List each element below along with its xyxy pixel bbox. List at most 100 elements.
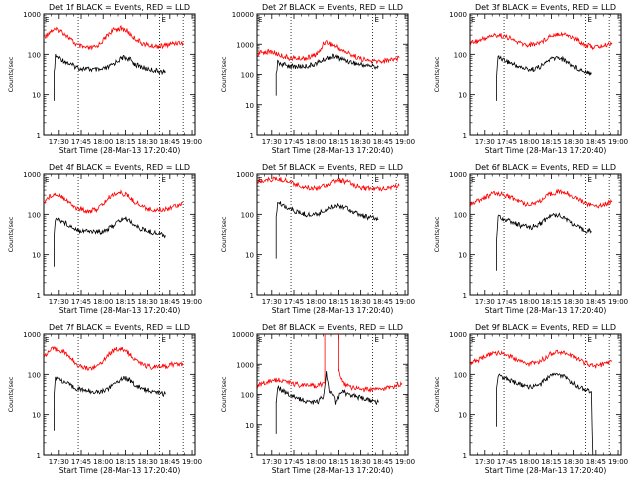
- y-tick-label: 1000: [449, 11, 467, 19]
- x-tick-label: 18:00: [93, 138, 113, 146]
- x-tick-label: 18:15: [328, 298, 348, 306]
- x-tick-label: 18:15: [328, 458, 348, 466]
- y-tick-label: 1000: [23, 331, 41, 339]
- y-tick-label: 10: [458, 412, 467, 420]
- y-tick-label: 1: [250, 292, 254, 300]
- chart-panel-det3f: Det 3f BLACK = Events, RED = LLD Counts/s…: [433, 3, 628, 155]
- x-tick-label: 17:30: [49, 458, 69, 466]
- panel-title: Det 9f BLACK = Events, RED = LLD: [475, 323, 616, 332]
- y-tick-label: 100: [28, 51, 41, 59]
- x-tick-label: 17:45: [71, 138, 91, 146]
- gap-label: E: [587, 176, 591, 184]
- x-tick-label: 19:00: [395, 458, 415, 466]
- y-tick-label: 100: [241, 392, 254, 400]
- x-axis-label: Start Time (28-Mar-13 17:20:40): [272, 466, 394, 475]
- gap-label: E: [471, 176, 475, 184]
- series-line-red-lld: [470, 188, 613, 209]
- series-line-red-lld: [44, 345, 184, 371]
- y-tick-label: 100: [241, 211, 254, 219]
- x-tick-label: 18:00: [519, 458, 539, 466]
- x-tick-label: 19:00: [608, 138, 628, 146]
- y-tick-label: 1: [250, 452, 254, 460]
- y-axis-label: Counts/sec: [220, 376, 228, 412]
- plot-frame: [469, 173, 622, 296]
- x-axis-label: Start Time (28-Mar-13 17:20:40): [59, 146, 181, 155]
- series-line-black-events: [496, 212, 592, 271]
- x-tick-label: 17:45: [497, 458, 517, 466]
- series-line-black-events: [54, 53, 166, 101]
- y-tick-label: 1: [463, 132, 467, 140]
- series-line-black-events: [496, 55, 592, 101]
- y-axis-label: Counts/sec: [7, 56, 15, 92]
- gap-label: E: [258, 336, 262, 344]
- y-tick-label: 1000: [236, 171, 254, 179]
- series-line-red-lld: [470, 349, 613, 369]
- plot-frame: [469, 333, 622, 456]
- x-tick-label: 17:30: [262, 298, 282, 306]
- y-tick-label: 10: [32, 92, 41, 100]
- gap-label: E: [374, 176, 378, 184]
- x-tick-label: 19:00: [395, 138, 415, 146]
- x-tick-label: 18:45: [160, 138, 180, 146]
- x-tick-label: 18:00: [519, 138, 539, 146]
- panel-title: Det 4f BLACK = Events, RED = LLD: [49, 163, 190, 172]
- x-tick-label: 18:45: [373, 458, 393, 466]
- chart-panel-det7f: Det 7f BLACK = Events, RED = LLD Counts/s…: [7, 323, 202, 475]
- x-tick-label: 19:00: [182, 458, 202, 466]
- y-tick-label: 100: [454, 211, 467, 219]
- panel-title: Det 1f BLACK = Events, RED = LLD: [49, 3, 190, 12]
- x-axis-label: Start Time (28-Mar-13 17:20:40): [59, 306, 181, 315]
- x-tick-label: 19:00: [608, 298, 628, 306]
- chart-panel-det1f: Det 1f BLACK = Events, RED = LLD Counts/s…: [7, 3, 202, 155]
- y-tick-label: 10: [458, 92, 467, 100]
- chart-panel-det4f: Det 4f BLACK = Events, RED = LLD Counts/s…: [7, 163, 202, 315]
- gap-label: E: [161, 336, 165, 344]
- y-axis-label: Counts/sec: [7, 376, 15, 412]
- x-tick-label: 17:45: [284, 138, 304, 146]
- panel-title: Det 2f BLACK = Events, RED = LLD: [262, 3, 403, 12]
- y-tick-label: 10: [32, 412, 41, 420]
- y-tick-label: 1000: [449, 171, 467, 179]
- x-tick-label: 19:00: [182, 138, 202, 146]
- y-tick-label: 1: [37, 132, 41, 140]
- x-axis-label: Start Time (28-Mar-13 17:20:40): [59, 466, 181, 475]
- y-tick-label: 100: [454, 51, 467, 59]
- gap-label: E: [161, 176, 165, 184]
- x-axis-label: Start Time (28-Mar-13 17:20:40): [485, 146, 607, 155]
- x-tick-label: 18:15: [115, 458, 135, 466]
- x-tick-label: 18:30: [564, 138, 584, 146]
- series-line-black-events: [496, 372, 594, 455]
- chart-panel-det5f: Det 5f BLACK = Events, RED = LLD Counts/s…: [220, 163, 415, 315]
- plot-frame: [43, 333, 196, 456]
- x-axis-label: Start Time (28-Mar-13 17:20:40): [272, 146, 394, 155]
- y-tick-label: 100: [28, 371, 41, 379]
- y-tick-label: 10: [32, 252, 41, 260]
- series-line-red-lld: [44, 25, 184, 51]
- series-line-red-lld: [470, 31, 613, 51]
- x-tick-label: 18:15: [115, 298, 135, 306]
- x-tick-label: 17:30: [262, 138, 282, 146]
- y-axis-label: Counts/sec: [220, 56, 228, 92]
- x-tick-label: 18:30: [138, 138, 158, 146]
- plot-frame: [469, 13, 622, 136]
- series-line-black-events: [275, 201, 379, 259]
- y-axis-label: Counts/sec: [220, 216, 228, 252]
- x-tick-label: 18:15: [541, 138, 561, 146]
- gap-label: E: [258, 16, 262, 24]
- y-tick-label: 1000: [236, 361, 254, 369]
- series-line-red-lld: [257, 40, 400, 65]
- gap-label: E: [45, 336, 49, 344]
- y-axis-label: Counts/sec: [433, 376, 441, 412]
- x-tick-label: 18:30: [351, 458, 371, 466]
- y-tick-label: 100: [28, 211, 41, 219]
- x-tick-label: 18:15: [115, 138, 135, 146]
- y-tick-label: 100: [454, 371, 467, 379]
- x-tick-label: 18:30: [564, 298, 584, 306]
- x-tick-label: 18:45: [586, 138, 606, 146]
- y-tick-label: 1: [37, 452, 41, 460]
- x-tick-label: 18:15: [541, 298, 561, 306]
- series-line-black-events: [54, 375, 166, 431]
- x-tick-label: 18:00: [306, 458, 326, 466]
- series-line-black-events: [54, 216, 166, 267]
